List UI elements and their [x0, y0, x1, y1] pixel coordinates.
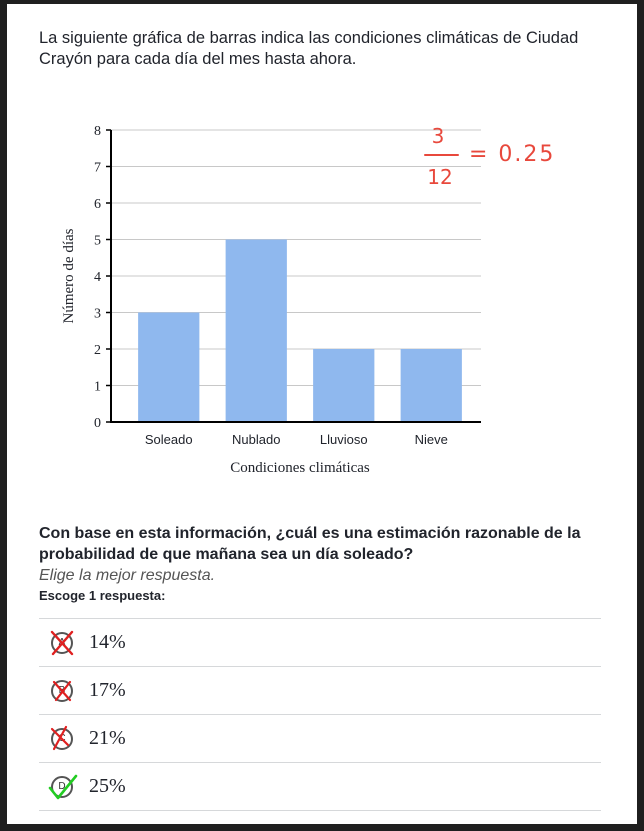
answer-choices: A 14% B 17% C 21% — [39, 618, 601, 811]
y-tick-label: 1 — [94, 380, 101, 395]
y-tick-label: 0 — [94, 416, 101, 431]
choice-b[interactable]: B 17% — [39, 666, 601, 714]
y-axis-label: Número de días — [61, 228, 77, 323]
choice-a[interactable]: A 14% — [39, 618, 601, 666]
choice-b-label: 17% — [89, 679, 126, 701]
question-hint: Elige la mejor respuesta. — [39, 567, 216, 584]
annotation-result: = 0.25 — [469, 142, 555, 167]
y-tick-label: 4 — [94, 270, 101, 285]
y-tick-label: 6 — [94, 197, 101, 212]
chart-bars — [138, 239, 462, 422]
y-tick-label: 2 — [94, 343, 101, 358]
bar-nieve — [400, 349, 462, 422]
choice-c[interactable]: C 21% — [39, 714, 601, 762]
bar-soleado — [138, 312, 200, 422]
x-tick-label: Lluvioso — [320, 432, 368, 447]
y-tick-label: 3 — [94, 307, 101, 322]
check-mark-icon — [48, 774, 78, 799]
y-tick-label: 8 — [94, 124, 101, 139]
x-axis-label: Condiciones climáticas — [230, 460, 370, 476]
choice-c-label: 21% — [89, 727, 126, 749]
x-tick-labels: Soleado Nublado Lluvioso Nieve — [145, 432, 448, 447]
annotation-numerator: 3 — [432, 124, 445, 148]
x-tick-label: Nieve — [415, 432, 448, 447]
choice-d-label: 25% — [89, 775, 126, 797]
choice-b-bubble[interactable]: B — [49, 678, 75, 704]
choice-d-letter: D — [51, 775, 73, 798]
y-tick-label: 5 — [94, 234, 101, 249]
answer-instruction: Escoge 1 respuesta: — [39, 588, 166, 603]
y-tick-labels: 0 1 2 3 4 5 6 7 8 — [94, 124, 101, 431]
x-tick-label: Nublado — [232, 432, 280, 447]
cross-mark-icon — [50, 630, 74, 655]
y-tick-label: 7 — [94, 161, 101, 176]
cross-mark-icon — [50, 725, 70, 750]
x-tick-label: Soleado — [145, 432, 193, 447]
choice-d-bubble[interactable]: D — [48, 774, 78, 800]
exercise-panel: La siguiente gráfica de barras indica la… — [7, 4, 637, 824]
cross-mark-icon — [52, 680, 72, 701]
choice-a-label: 14% — [89, 631, 126, 653]
choice-c-bubble[interactable]: C — [49, 725, 75, 752]
bar-lluvioso — [313, 349, 375, 422]
choice-a-bubble[interactable]: A — [49, 630, 75, 656]
question-text: Con base en esta información, ¿cuál es u… — [39, 525, 581, 563]
choice-d[interactable]: D 25% — [39, 762, 601, 811]
bar-nublado — [225, 239, 287, 422]
handwritten-annotation: 3 12 = 0.25 — [424, 124, 555, 189]
annotation-denominator: 12 — [427, 165, 452, 189]
intro-text: La siguiente gráfica de barras indica la… — [39, 29, 579, 68]
